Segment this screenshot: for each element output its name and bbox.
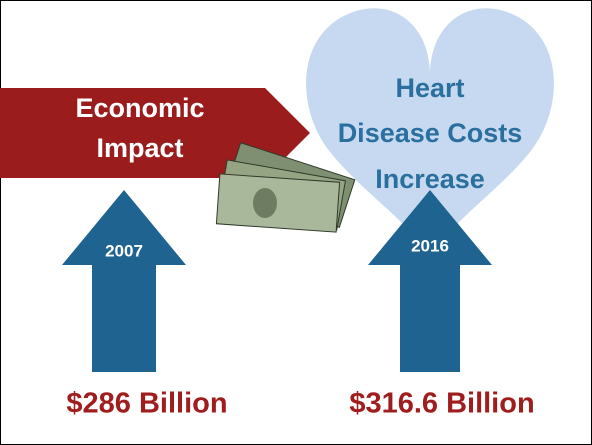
heart-text: Disease Costs	[338, 118, 523, 148]
bill-portrait	[253, 188, 277, 218]
banner-text: Impact	[96, 133, 183, 163]
year-label: 2007	[105, 241, 143, 260]
amount-label: $286 Billion	[66, 388, 227, 420]
amount-label: $316.6 Billion	[349, 388, 534, 420]
banner-text: Economic	[75, 93, 204, 123]
slide: Economic Impact Heart Disease Costs Incr…	[0, 0, 592, 445]
bill	[216, 174, 339, 232]
heart-text: Heart	[395, 73, 464, 103]
year-label: 2016	[411, 236, 449, 255]
heart-text: Increase	[375, 164, 485, 194]
page: {"banner": {"lines": ["Economic", "Impac…	[0, 0, 592, 445]
